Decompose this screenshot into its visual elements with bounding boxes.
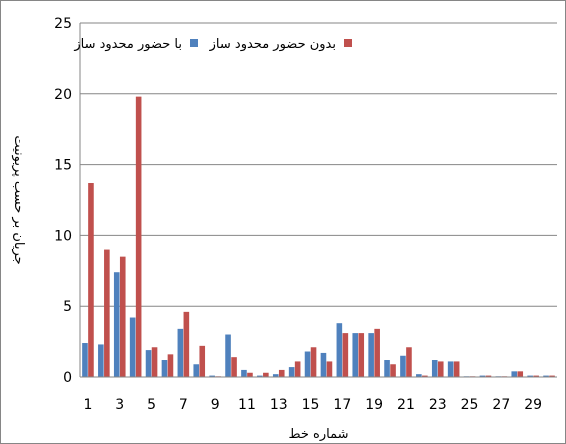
bar-series2-cat13 [278, 369, 285, 377]
x-tick-label-19: 19 [365, 397, 383, 413]
x-tick-label-29: 29 [524, 397, 542, 413]
bar-series2-cat29 [533, 375, 539, 377]
bars [82, 96, 555, 377]
bar-series1-cat19 [368, 333, 374, 377]
x-tick-label-15: 15 [302, 397, 320, 413]
legend-swatch-series1 [190, 39, 198, 47]
bar-series2-cat7 [183, 311, 190, 377]
x-tick-label-11: 11 [238, 397, 256, 413]
bar-series1-cat7 [177, 328, 184, 377]
bar-series1-cat12 [257, 375, 263, 377]
legend-label-series2: بدون حضور محدود ساز [209, 37, 336, 52]
bar-series1-cat2 [98, 344, 104, 377]
bar-series1-cat11 [241, 369, 247, 377]
bar-series1-cat24 [447, 361, 454, 377]
bar-series2-cat4 [135, 96, 142, 377]
bar-series1-cat4 [129, 317, 136, 377]
bar-series1-cat28 [511, 371, 518, 377]
x-tick-label-3: 3 [115, 397, 124, 413]
x-tick-label-25: 25 [461, 397, 479, 413]
bar-series1-cat6 [161, 360, 168, 377]
x-tick-label-7: 7 [179, 397, 188, 413]
bar-series2-cat11 [247, 372, 253, 377]
x-tick-label-27: 27 [492, 397, 510, 413]
y-tick-label-15: 15 [54, 158, 72, 174]
bar-series2-cat1 [88, 183, 94, 377]
bar-series2-cat2 [104, 249, 110, 377]
x-tick-label-9: 9 [211, 397, 220, 413]
y-axis-title: جریان بر حسب پریونیت [11, 135, 26, 264]
x-tick-label-23: 23 [429, 397, 447, 413]
bar-series1-cat23 [431, 360, 438, 377]
bar-series1-cat22 [416, 374, 422, 377]
bar-series1-cat17 [336, 323, 343, 377]
bar-series2-cat5 [151, 347, 158, 377]
legend: بدون حضور محدود ساز با حضور محدود ساز [73, 37, 352, 52]
bar-series1-cat14 [288, 367, 295, 377]
legend-swatch-series2 [344, 39, 352, 47]
bar-series1-cat29 [527, 375, 533, 377]
bar-series2-cat16 [326, 361, 333, 377]
y-tick-label-20: 20 [54, 87, 72, 103]
bar-series1-cat26 [479, 375, 486, 377]
bar-series2-cat21 [406, 347, 412, 377]
bar-series2-cat14 [294, 361, 301, 377]
bar-series2-cat22 [422, 375, 428, 377]
y-tick-label-10: 10 [54, 228, 72, 244]
bar-series2-cat23 [437, 361, 444, 377]
bar-series2-cat26 [485, 375, 492, 377]
bar-series1-cat5 [145, 350, 152, 377]
bar-series1-cat8 [193, 364, 200, 377]
bar-series1-cat20 [384, 360, 390, 377]
bar-series1-cat13 [272, 374, 279, 377]
bar-series2-cat24 [453, 361, 460, 377]
bar-series1-cat15 [304, 351, 311, 377]
bar-series1-cat18 [352, 333, 359, 377]
bar-series1-cat10 [225, 334, 231, 377]
bar-series1-cat21 [400, 355, 406, 377]
x-tick-label-5: 5 [147, 397, 156, 413]
legend-label-series1: با حضور محدود ساز [73, 37, 182, 52]
bar-series2-cat30 [549, 375, 555, 377]
bar-series2-cat15 [310, 347, 317, 377]
bar-series2-cat3 [119, 256, 126, 377]
x-tick-label-17: 17 [333, 397, 351, 413]
x-axis-title: شماره خط [289, 427, 349, 442]
x-tick-label-1: 1 [83, 397, 92, 413]
x-tick-label-13: 13 [270, 397, 288, 413]
x-tick-label-21: 21 [397, 397, 415, 413]
bar-series2-cat6 [167, 354, 174, 377]
bar-series2-cat18 [358, 333, 365, 377]
bar-series2-cat17 [342, 333, 349, 377]
gridlines [80, 22, 557, 307]
bar-series2-cat19 [374, 328, 380, 377]
bar-series1-cat3 [113, 272, 120, 377]
bar-series2-cat12 [263, 372, 269, 377]
y-tick-label-0: 0 [63, 370, 72, 386]
y-tick-label-5: 5 [63, 299, 72, 315]
bar-series2-cat8 [199, 345, 206, 377]
bar-series1-cat1 [82, 343, 88, 377]
bar-series1-cat16 [320, 352, 327, 377]
bar-series1-cat9 [209, 375, 215, 377]
bar-series2-cat20 [390, 364, 396, 377]
y-tick-label-25: 25 [54, 16, 72, 32]
bar-series1-cat30 [543, 375, 549, 377]
bar-series2-cat28 [517, 371, 524, 377]
bar-series2-cat10 [231, 357, 237, 377]
